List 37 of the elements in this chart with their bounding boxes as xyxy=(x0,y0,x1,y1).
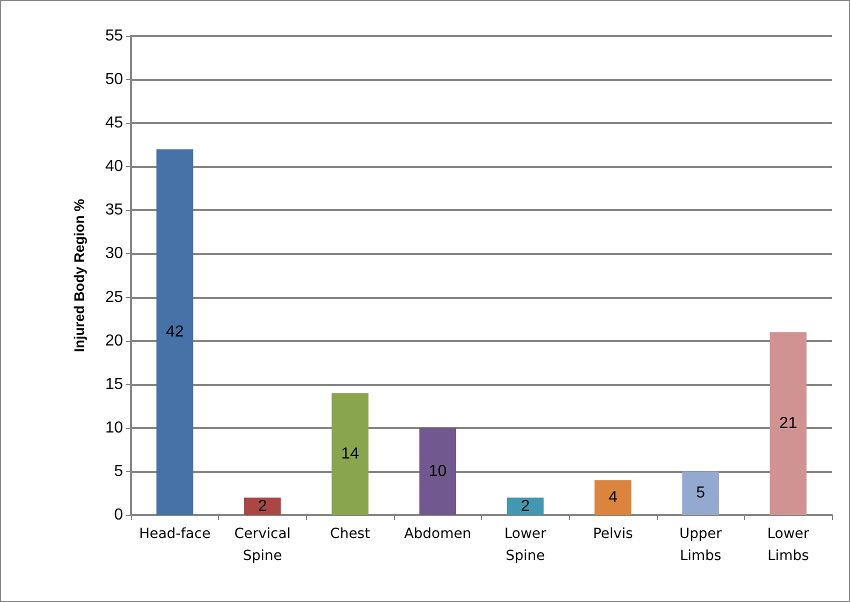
x-tick-label: Upper Limbs xyxy=(679,526,722,564)
y-tick-label: 10 xyxy=(105,419,124,436)
y-tick-label: 20 xyxy=(105,332,124,350)
bar xyxy=(594,480,632,515)
x-tick-label: Cervical Spine xyxy=(234,526,291,564)
x-tick-label: Chest xyxy=(330,526,371,542)
y-tick-label: 15 xyxy=(105,376,124,393)
x-tick-label: Lower Limbs xyxy=(767,526,810,564)
bar xyxy=(332,393,368,515)
y-tick-label: 0 xyxy=(114,506,124,524)
x-tick-label: Head-face xyxy=(139,526,211,542)
data-label: 14 xyxy=(341,446,360,463)
y-tick-label: 40 xyxy=(105,158,124,176)
x-tick-label: Lower Spine xyxy=(504,526,547,564)
y-tick-label: 5 xyxy=(114,462,124,480)
y-tick-label: 45 xyxy=(105,114,124,132)
data-label: 21 xyxy=(779,415,798,432)
bar xyxy=(419,428,456,515)
bar xyxy=(156,149,194,515)
bar xyxy=(244,498,281,515)
data-label: 5 xyxy=(696,484,706,502)
data-label: 2 xyxy=(258,498,267,515)
data-label: 2 xyxy=(520,498,530,515)
data-label: 10 xyxy=(428,462,447,480)
data-label: 42 xyxy=(166,324,184,341)
y-tick-label: 35 xyxy=(105,202,124,219)
y-tick-label: 30 xyxy=(105,245,124,262)
y-tick-label: 25 xyxy=(105,288,124,306)
x-tick-label: Abdomen xyxy=(404,526,472,542)
data-label: 4 xyxy=(608,489,618,506)
y-axis-title: Injured Body Region % xyxy=(71,198,87,352)
bar xyxy=(682,471,719,515)
bar xyxy=(506,498,544,515)
x-tick-label: Pelvis xyxy=(592,526,633,542)
bar xyxy=(770,332,807,515)
y-tick-label: 55 xyxy=(105,28,124,44)
y-tick-label: 50 xyxy=(105,71,124,88)
